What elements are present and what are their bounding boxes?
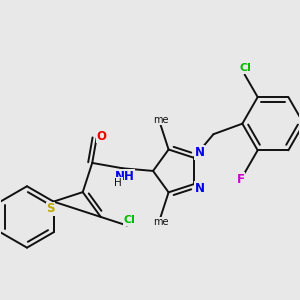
Text: O: O [97,130,107,142]
Text: Cl: Cl [240,63,252,74]
Text: S: S [46,202,55,215]
Text: NH: NH [115,170,134,183]
Text: me: me [153,115,168,124]
Text: me: me [153,217,168,227]
Text: F: F [236,172,244,185]
Text: N: N [195,182,205,195]
Text: Cl: Cl [123,215,135,225]
Text: H: H [115,178,122,188]
Text: N: N [195,146,205,159]
